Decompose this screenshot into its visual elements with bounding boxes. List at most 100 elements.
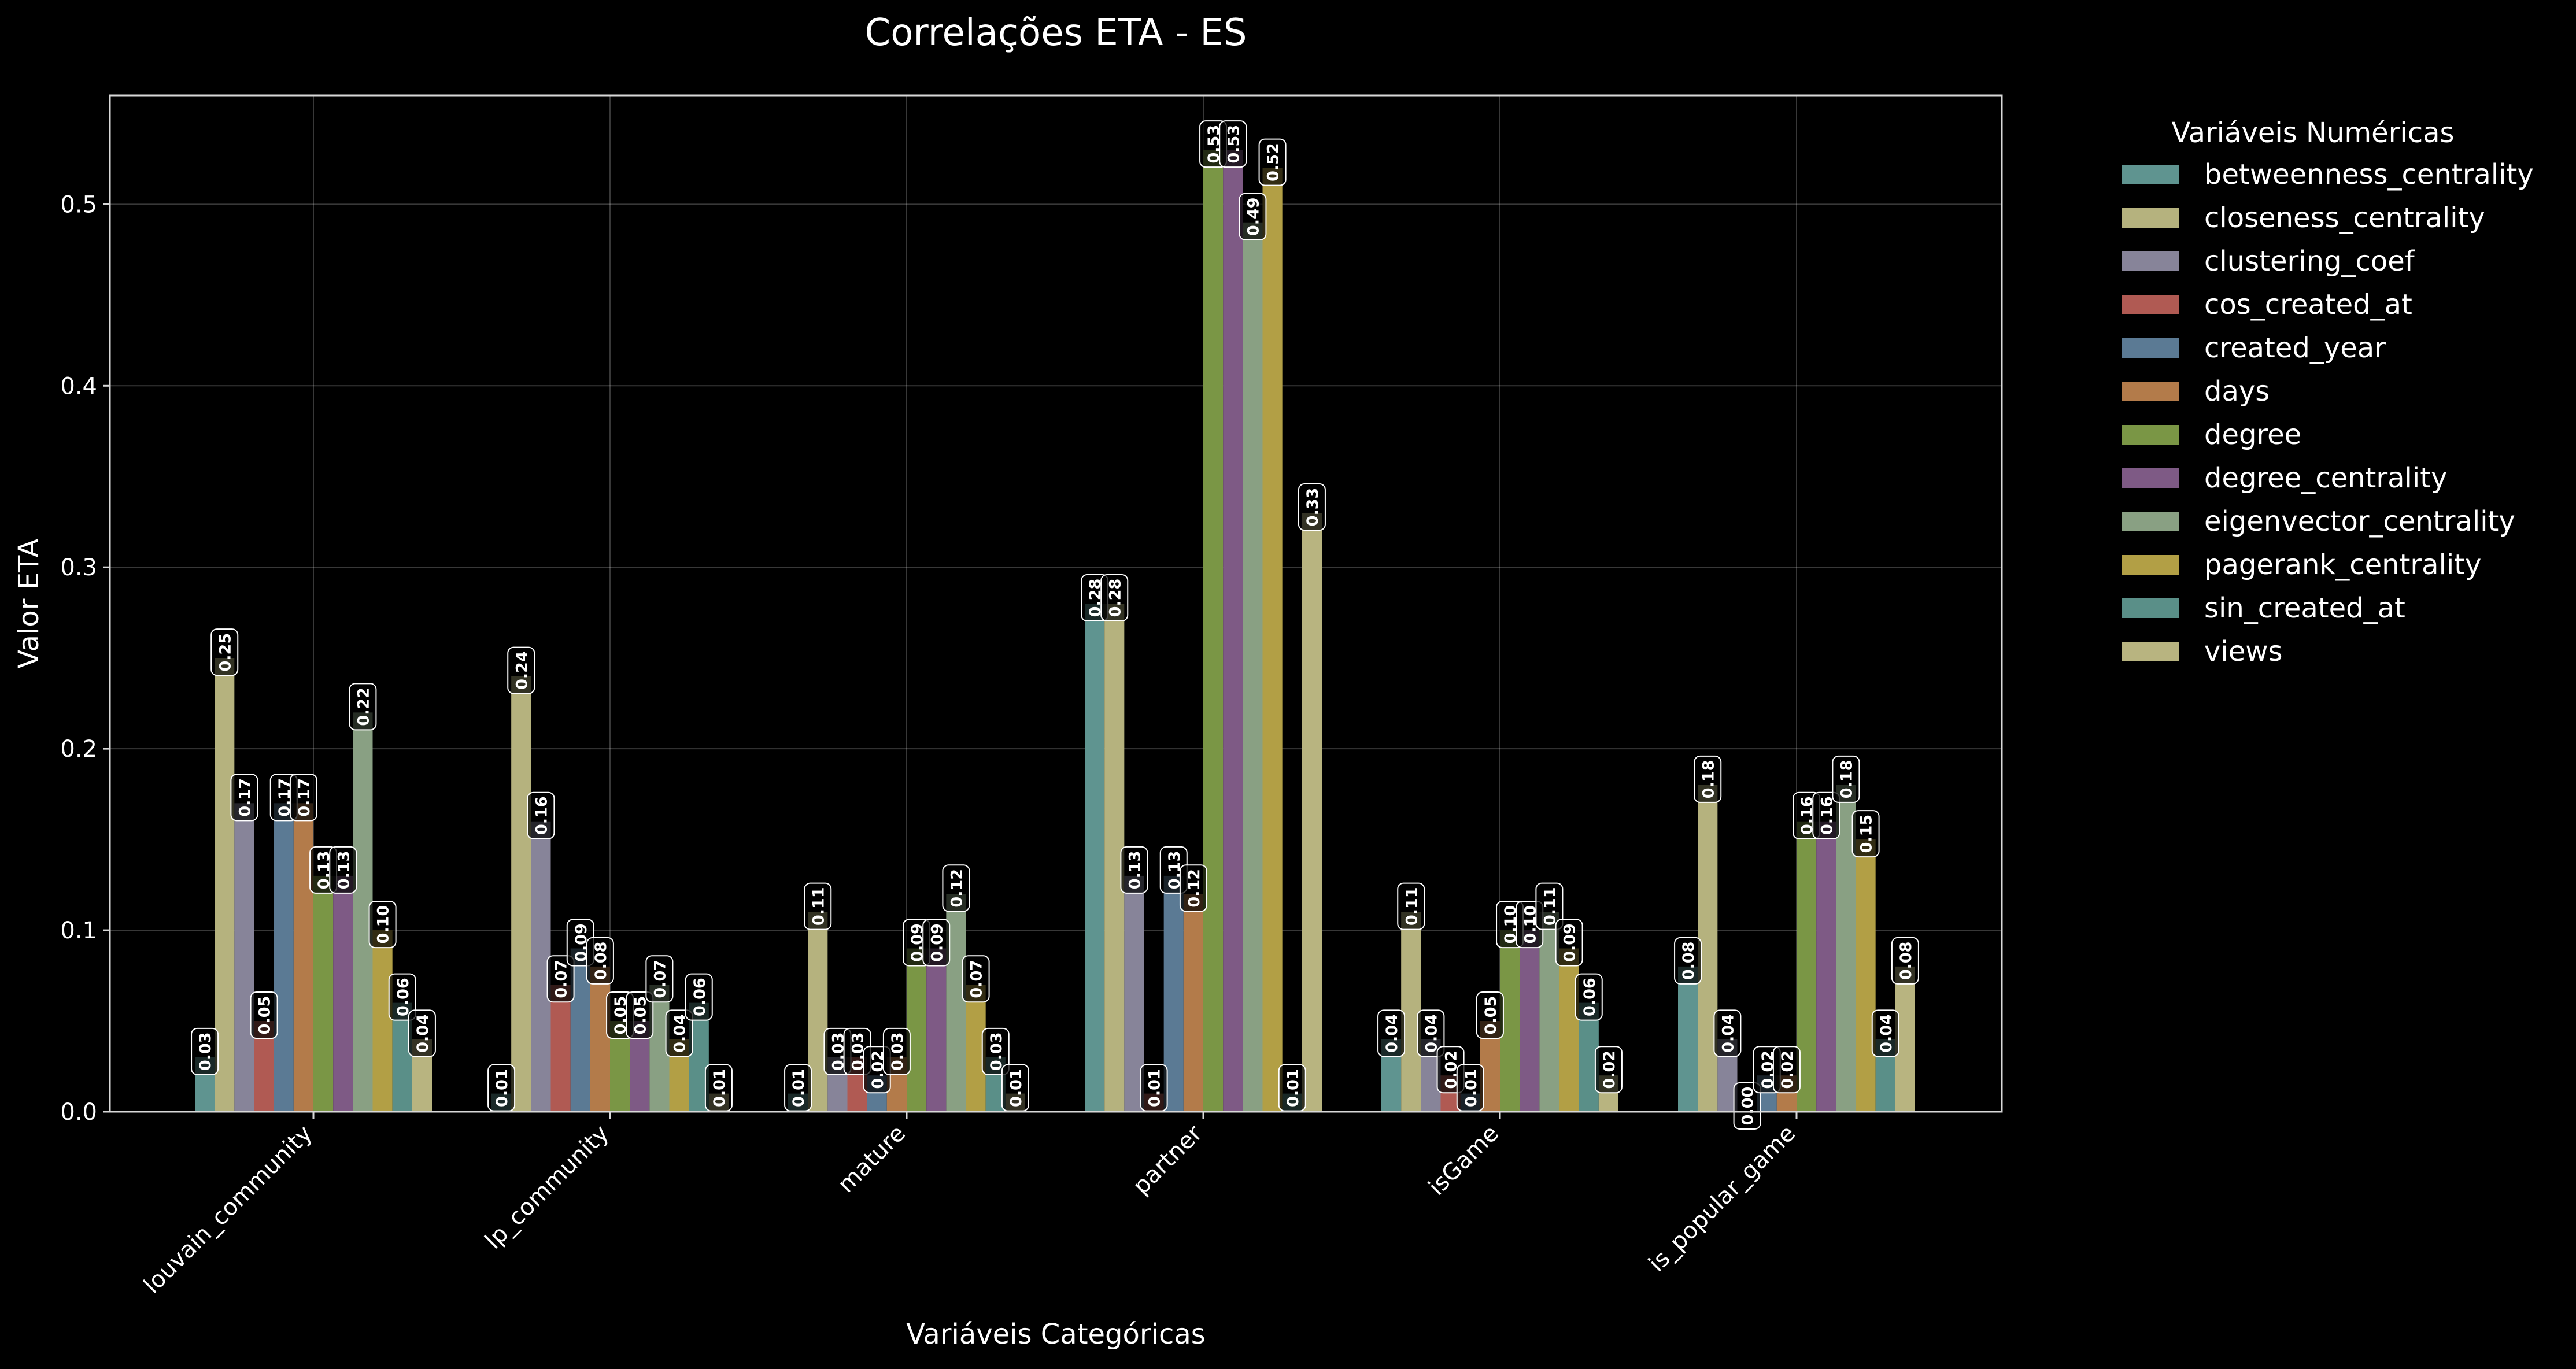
data-label: 0.18	[1832, 755, 1860, 803]
data-label: 0.24	[507, 646, 535, 694]
data-label-value: 0.13	[1126, 851, 1144, 890]
data-label-value: 0.01	[711, 1068, 729, 1107]
data-label-box	[1871, 1009, 1899, 1057]
data-label-value: 0.03	[197, 1033, 215, 1071]
data-label: 0.04	[1377, 1009, 1406, 1057]
data-label-box	[1851, 810, 1880, 858]
bar-degree-louvain_community	[313, 875, 334, 1112]
data-label-box	[546, 955, 575, 1003]
data-label-box	[1772, 1046, 1801, 1094]
data-labels: 0.030.01 0.010.280.040.080.25 0.240.110.28…	[191, 120, 1919, 1130]
data-label-value: 0.17	[236, 778, 254, 817]
bar-clustering_coef-louvain_community	[234, 803, 254, 1112]
y-tick-label: 0.0	[60, 1099, 97, 1126]
bar-views-partner	[1302, 513, 1322, 1112]
data-label-value: 0.16	[533, 796, 550, 835]
legend-swatch-cos_created_at	[2122, 295, 2179, 314]
x-tick-label: lp_community	[480, 1120, 614, 1255]
data-label-value: 0.05	[631, 996, 649, 1035]
data-label-value: 0.01	[1146, 1068, 1164, 1107]
bar-days-partner	[1183, 894, 1203, 1112]
data-label-value: 0.12	[948, 869, 966, 908]
bar-closeness_centrality-isGame	[1401, 912, 1421, 1112]
data-label-value: 0.12	[1185, 869, 1203, 908]
legend-label-pagerank_centrality: pagerank_centrality	[2204, 549, 2481, 581]
data-label: 0.10	[368, 901, 397, 949]
legend-label-degree: degree	[2204, 419, 2301, 451]
legend-swatch-days	[2122, 382, 2179, 401]
data-label-value: 0.09	[1561, 923, 1579, 962]
data-label-value: 0.06	[691, 978, 709, 1016]
data-label: 0.02	[1594, 1046, 1623, 1094]
legend-label-created_year: created_year	[2204, 332, 2386, 364]
data-label: 0.17	[230, 774, 258, 822]
data-label-value: 0.49	[1244, 197, 1262, 236]
legend-swatch-pagerank_centrality	[2122, 555, 2179, 575]
bar-created_year-louvain_community	[274, 803, 294, 1112]
data-label: 0.01	[1456, 1064, 1484, 1112]
y-tick-label: 0.5	[60, 191, 97, 218]
x-axis: louvain_community lp_community mature partn…	[139, 1112, 1801, 1299]
bar-pagerank_centrality-partner	[1262, 168, 1283, 1112]
bar-closeness_centrality-lp_community	[511, 676, 531, 1112]
bar-degree_centrality-louvain_community	[333, 875, 353, 1112]
data-label-box	[1575, 973, 1603, 1021]
data-label-box	[645, 955, 674, 1003]
legend-label-degree_centrality: degree_centrality	[2204, 462, 2447, 494]
data-label-box	[1594, 1046, 1623, 1094]
data-label-value: 0.18	[1838, 760, 1856, 799]
data-label-value: 0.18	[1699, 760, 1717, 799]
data-label-value: 0.08	[1680, 942, 1698, 980]
y-axis-label: Valor ETA	[13, 538, 45, 668]
legend: Variáveis Numéricas betweenness_centrali…	[2122, 117, 2534, 668]
data-label: 0.12	[942, 864, 970, 912]
bar-degree_centrality-is_popular_game	[1816, 821, 1836, 1112]
data-label: 0.11	[804, 882, 832, 930]
data-label: 0.25	[210, 628, 239, 676]
data-label-box	[586, 937, 614, 985]
data-label: 0.05	[1476, 991, 1504, 1039]
bar-pagerank_centrality-is_popular_game	[1856, 839, 1876, 1112]
data-label-box	[191, 1027, 219, 1075]
plot-frame	[109, 94, 2003, 1113]
data-label-value: 0.07	[651, 960, 669, 998]
data-label: 0.04	[1871, 1009, 1899, 1057]
data-label-box	[1100, 574, 1129, 621]
data-label: 0.01	[1278, 1064, 1306, 1112]
data-label-value: 0.05	[256, 996, 274, 1035]
data-label: 0.05	[250, 991, 278, 1039]
data-label-box	[981, 1027, 1010, 1075]
data-label-box	[388, 973, 416, 1021]
data-label-box	[1179, 864, 1207, 912]
data-label-box	[942, 864, 970, 912]
data-label-value: 0.17	[295, 778, 313, 817]
data-label: 0.07	[546, 955, 575, 1003]
data-label-value: 0.07	[553, 960, 571, 998]
legend-swatch-betweenness_centrality	[2122, 165, 2179, 184]
data-label-value: 0.04	[1878, 1014, 1895, 1053]
data-label-value: 0.16	[1818, 796, 1836, 835]
data-label: 0.09	[922, 919, 951, 967]
data-label: 0.13	[329, 846, 357, 894]
data-label: 0.22	[349, 683, 377, 731]
data-label: 0.16	[527, 791, 555, 839]
data-label: 0.06	[685, 973, 713, 1021]
x-tick-label: isGame	[1424, 1120, 1504, 1201]
data-label: 0.03	[981, 1027, 1010, 1075]
data-label: 0.00	[1733, 1082, 1761, 1130]
data-label-box	[408, 1009, 436, 1057]
data-label-box	[1674, 937, 1702, 985]
x-tick-label: partner	[1128, 1120, 1208, 1200]
data-label-value: 0.01	[493, 1068, 511, 1107]
data-label: 0.02	[1772, 1046, 1801, 1094]
bars	[195, 150, 1915, 1112]
bar-degree_centrality-partner	[1223, 150, 1243, 1112]
data-label: 0.17	[289, 774, 317, 822]
legend-swatch-degree	[2122, 425, 2179, 445]
legend-swatch-sin_created_at	[2122, 598, 2179, 618]
data-label-value: 0.04	[1422, 1014, 1440, 1053]
data-label: 0.49	[1239, 193, 1267, 240]
data-label-value: 0.10	[375, 905, 393, 944]
data-label: 0.03	[191, 1027, 219, 1075]
